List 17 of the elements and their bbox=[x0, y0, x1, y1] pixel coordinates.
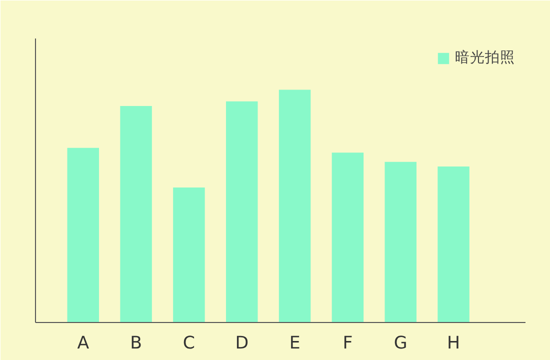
x-tick-label: E bbox=[289, 334, 300, 354]
bar bbox=[438, 166, 470, 322]
x-tick-label: C bbox=[182, 334, 196, 354]
bar bbox=[120, 106, 152, 322]
x-tick-label: F bbox=[342, 334, 353, 354]
bar bbox=[173, 187, 205, 322]
x-tick-label: A bbox=[77, 334, 90, 354]
legend-label: 暗光拍照 bbox=[455, 48, 515, 67]
bar bbox=[67, 148, 99, 322]
bar bbox=[226, 101, 258, 322]
x-tick-label: H bbox=[447, 334, 460, 354]
x-tick-label: B bbox=[130, 334, 142, 354]
bar bbox=[278, 90, 311, 322]
bar bbox=[384, 162, 416, 322]
bar bbox=[332, 152, 364, 322]
x-tick-label: G bbox=[394, 334, 408, 354]
x-tick-label: D bbox=[235, 334, 249, 354]
